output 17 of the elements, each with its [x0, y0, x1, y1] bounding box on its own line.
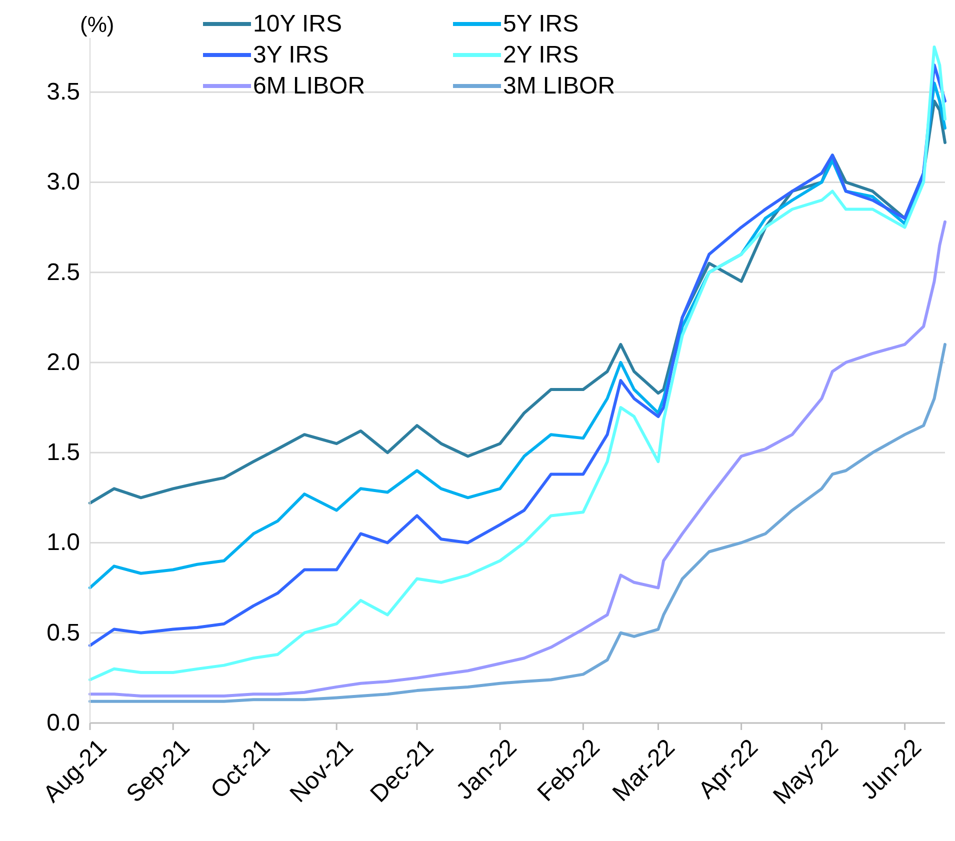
- y-tick-label: 1.5: [46, 439, 80, 466]
- y-tick-label: 3.0: [46, 168, 80, 196]
- y-axis-title: (%): [80, 12, 114, 37]
- y-tick-label: 0.0: [46, 710, 80, 736]
- y-tick-label: 1.0: [46, 529, 80, 556]
- legend-label: 3Y IRS: [253, 42, 329, 68]
- y-tick-label: 3.5: [46, 78, 80, 106]
- y-tick-label: 0.5: [46, 619, 80, 646]
- y-tick-label: 2.5: [46, 258, 80, 286]
- line-series: [88, 342, 946, 703]
- legend-label: 10Y IRS: [253, 10, 342, 38]
- legend-label: 5Y IRS: [503, 10, 579, 38]
- legend-label: 2Y IRS: [503, 42, 579, 68]
- legend-label: 6M LIBOR: [253, 72, 366, 100]
- line-series: [88, 220, 946, 698]
- y-tick-label: 2.0: [46, 348, 80, 376]
- legend-label: 3M LIBOR: [503, 72, 616, 100]
